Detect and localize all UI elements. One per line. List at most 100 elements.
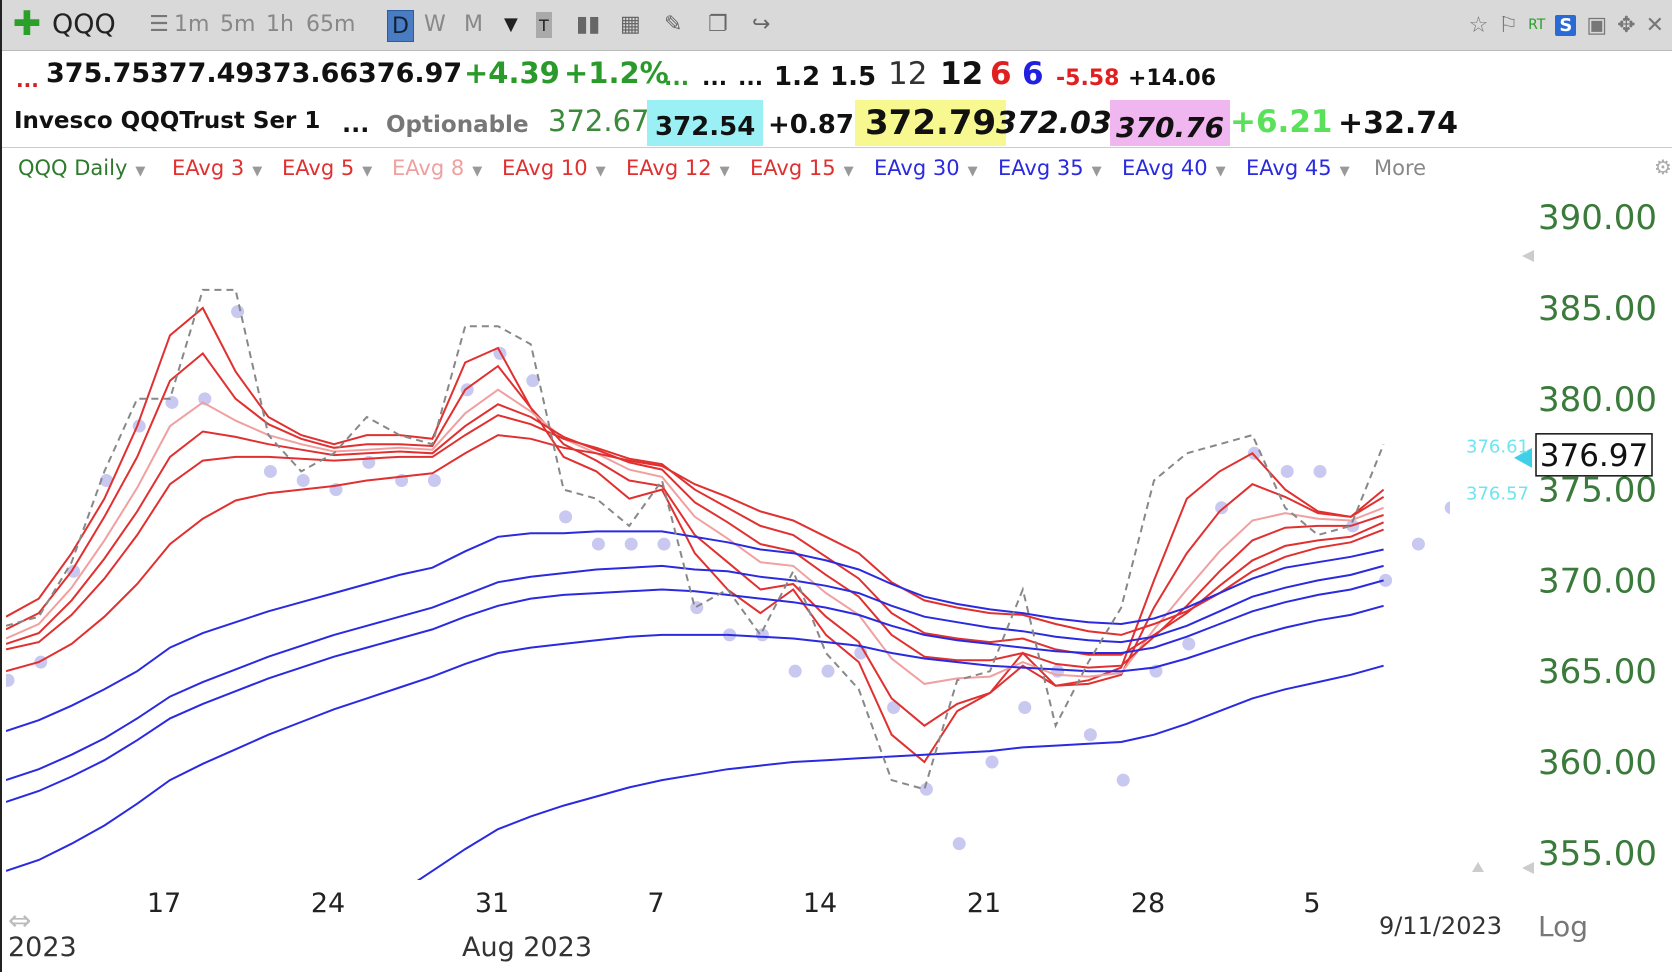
y-tick-label: 385.00 [1538,289,1657,329]
price-dot [526,374,540,388]
quote-high: 377.49 [150,58,255,89]
price-dot [985,755,999,769]
price-dot [1444,501,1450,515]
quote-change-pct: +1.2% [564,56,669,90]
dropdown-arrow-icon[interactable]: ▼ [1091,164,1102,179]
indicator-legend: QQQ Daily ▼ EAvg 3 ▼ EAvg 5 ▼ EAvg 8 ▼ EAvg … [2,152,1672,184]
indicator-eavg-3[interactable]: EAvg 3 ▼ [172,156,262,180]
quote-change: +4.39 [464,56,560,90]
indicator-eavg-35[interactable]: EAvg 35 ▼ [998,156,1102,180]
y-tick-label: 360.00 [1538,743,1657,783]
line-eavg-45 [6,604,1384,872]
price-dot [1018,701,1032,714]
price-dot [263,464,277,478]
move-icon[interactable]: ✥ [1617,12,1636,38]
scroll-up-arrow-icon[interactable] [1522,250,1534,262]
scroll-left-arrow-icon[interactable] [1522,862,1534,874]
interval-1h[interactable]: 1h [266,11,294,37]
dropdown-arrow-icon[interactable]: ▼ [362,164,373,179]
dropdown-arrow-icon[interactable]: ▼ [472,164,483,179]
interval-daily[interactable]: D [387,10,414,42]
grid-settings-icon[interactable]: ▦ [620,11,641,37]
toolbar: ✚ QQQ ☰ 1m 5m 1h 65m D W M ▼ T ▮▮ ▦ ✎ ❐ … [2,0,1672,51]
interval-65m[interactable]: 65m [306,11,356,37]
price-dot [919,782,933,796]
interval-1m[interactable]: 1m [174,11,210,37]
text-tool-icon[interactable]: T [536,12,552,38]
indicator-label: EAvg 40 [1122,156,1208,180]
indicator-more[interactable]: More [1374,156,1426,180]
add-symbol-icon[interactable]: ✚ [12,4,42,44]
price-dot [952,837,966,851]
dropdown-arrow-icon[interactable]: ▼ [595,164,606,179]
star-icon[interactable]: ☆ [1468,12,1489,38]
scan-icon[interactable]: S [1555,14,1577,36]
copy-icon[interactable]: ❐ [708,11,728,37]
price-dot [1215,501,1229,515]
line-eavg-40 [6,579,1384,803]
date-label: 9/11/2023 [1379,912,1502,940]
close-icon[interactable]: ✕ [1645,12,1664,38]
price-dot [1379,573,1393,587]
indicator-label: EAvg 8 [392,156,465,180]
price-dot [1247,446,1261,460]
price-dot [99,474,113,488]
realtime-icon[interactable]: RT [1528,17,1546,33]
quote2-price-6: 370.76 [1110,100,1231,146]
indicator-label: EAvg 45 [1246,156,1332,180]
flag-icon[interactable]: ⚐ [1498,12,1519,38]
indicator-eavg-12[interactable]: EAvg 12 ▼ [626,156,730,180]
indicator-qqq-daily[interactable]: QQQ Daily ▼ [18,156,145,180]
dropdown-arrow-icon[interactable]: ▼ [719,164,730,179]
interval-dropdown-icon[interactable]: ▼ [504,13,518,35]
price-dot [624,537,638,551]
price-dot [887,701,901,714]
x-tick-label: 17 [147,888,181,919]
dropdown-arrow-icon[interactable]: ▼ [135,164,146,179]
x-tick-label: 5 [1303,888,1320,919]
menu-icon[interactable]: ☰ [149,11,169,37]
y-tick-label: 365.00 [1538,652,1657,692]
line-eavg-35 [6,564,1384,782]
y-tick-label: 390.00 [1538,198,1657,238]
dropdown-arrow-icon[interactable]: ▼ [843,164,854,179]
marker-high-label: 376.61 [1466,436,1529,457]
price-dot [788,664,802,678]
quote2-price-4: 372.79 [855,100,1007,146]
indicator-eavg-10[interactable]: EAvg 10 ▼ [502,156,606,180]
indicator-eavg-40[interactable]: EAvg 40 ▼ [1122,156,1226,180]
x-tick-label: 28 [1131,888,1165,919]
scroll-arrow-icon[interactable] [1472,862,1484,872]
quote2-dots: ... [342,110,370,138]
dropdown-arrow-icon[interactable]: ▼ [252,164,263,179]
quote-value-2: 1.5 [830,62,877,92]
indicator-eavg-5[interactable]: EAvg 5 ▼ [282,156,372,180]
quote-value-6: 6 [1022,56,1044,92]
price-dot [591,537,605,551]
dropdown-arrow-icon[interactable]: ▼ [1339,164,1350,179]
indicator-eavg-15[interactable]: EAvg 15 ▼ [750,156,854,180]
draw-pencil-icon[interactable]: ✎ [664,11,683,37]
interval-weekly[interactable]: W [424,11,446,37]
interval-monthly[interactable]: M [464,11,483,37]
quote-open: 375.75 [46,58,151,89]
dropdown-arrow-icon[interactable]: ▼ [967,164,978,179]
line-eavg-5 [6,351,1385,727]
price-dot [1116,773,1130,787]
bar-chart-icon[interactable]: ▮▮ [576,11,601,37]
indicator-eavg-30[interactable]: EAvg 30 ▼ [874,156,978,180]
indicator-label: EAvg 12 [626,156,712,180]
indicator-eavg-8[interactable]: EAvg 8 ▼ [392,156,482,180]
last-price-box [1535,433,1653,477]
log-scale-toggle: Log [1538,910,1588,943]
interval-5m[interactable]: 5m [220,11,256,37]
share-arrow-icon[interactable]: ↪ [752,11,771,37]
dropdown-arrow-icon[interactable]: ▼ [1215,164,1226,179]
symbol-field[interactable]: QQQ [52,8,116,40]
line-eavg-30 [6,530,1384,733]
save-icon[interactable]: ▣ [1586,12,1608,38]
indicator-eavg-45[interactable]: EAvg 45 ▼ [1246,156,1350,180]
indicator-label: EAvg 30 [874,156,960,180]
last-price-pointer [1514,447,1532,468]
